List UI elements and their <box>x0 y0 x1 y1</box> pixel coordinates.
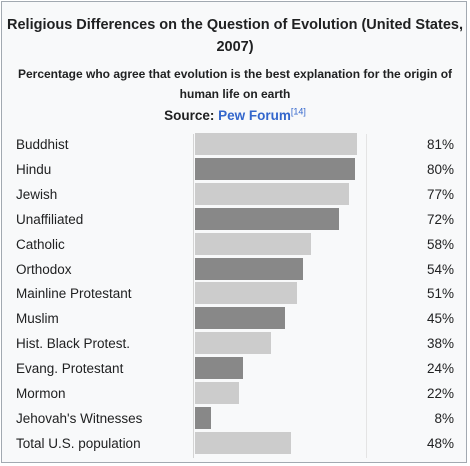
value-label: 38% <box>426 336 454 352</box>
bar-row: Mormon 22% <box>2 381 468 406</box>
bar <box>195 307 285 330</box>
source-reference[interactable]: [14] <box>290 106 306 117</box>
source-link[interactable]: Pew Forum <box>218 108 291 123</box>
bar <box>195 282 297 305</box>
category-label: Hindu <box>16 161 52 177</box>
bar-row: Mainline Protestant 51% <box>2 281 468 306</box>
bar-row: Hist. Black Protest. 38% <box>2 331 468 356</box>
value-label: 24% <box>426 361 454 377</box>
bar-row: Total U.S. population 48% <box>2 431 468 456</box>
bar-row: Jehovah's Witnesses 8% <box>2 406 468 431</box>
value-label: 22% <box>426 386 454 401</box>
bar <box>195 232 311 255</box>
value-label: 54% <box>426 261 454 277</box>
bar <box>195 257 303 280</box>
bar-row: Unaffiliated 72% <box>2 207 468 232</box>
bar <box>195 157 355 180</box>
value-label: 8% <box>434 410 454 426</box>
value-label: 58% <box>426 236 454 252</box>
category-label: Catholic <box>16 236 65 252</box>
chart-subtitle: Percentage who agree that evolution is t… <box>17 67 453 101</box>
chart-title: Religious Differences on the Question of… <box>7 17 463 55</box>
value-label: 51% <box>426 286 454 302</box>
value-column-divider <box>366 134 367 458</box>
value-label: 45% <box>426 311 454 327</box>
bar-row: Jewish 77% <box>2 182 468 207</box>
bar-row: Orthodox 54% <box>2 257 468 282</box>
value-label: 80% <box>426 161 454 177</box>
chart-source: Source: Pew Forum[14] <box>2 107 468 125</box>
bar <box>195 382 239 404</box>
category-label: Buddhist <box>16 137 69 152</box>
bar <box>195 207 339 230</box>
category-label: Orthodox <box>16 261 72 277</box>
bar <box>195 182 349 205</box>
category-label: Jehovah's Witnesses <box>16 410 143 426</box>
category-label: Total U.S. population <box>16 435 141 451</box>
axis-line <box>193 134 194 458</box>
bar <box>195 431 291 454</box>
category-label: Mainline Protestant <box>16 286 132 302</box>
bar-row: Evang. Protestant 24% <box>2 356 468 381</box>
bar-row: Catholic 58% <box>2 232 468 257</box>
source-prefix: Source: <box>164 108 215 123</box>
category-label: Evang. Protestant <box>16 361 124 377</box>
value-label: 48% <box>426 435 454 451</box>
bar-row: Buddhist 81% <box>2 132 468 157</box>
bar <box>195 332 271 355</box>
value-label: 77% <box>426 186 454 202</box>
bar <box>195 357 243 380</box>
value-label: 81% <box>426 137 454 152</box>
bar-row: Muslim 45% <box>2 306 468 331</box>
value-label: 72% <box>426 211 454 227</box>
category-label: Muslim <box>16 311 59 327</box>
category-label: Jewish <box>16 186 58 202</box>
bar-row: Hindu 80% <box>2 157 468 182</box>
category-label: Mormon <box>16 386 66 401</box>
bar <box>195 133 357 155</box>
bar <box>195 406 211 429</box>
category-label: Hist. Black Protest. <box>16 336 131 352</box>
category-label: Unaffiliated <box>16 211 84 227</box>
